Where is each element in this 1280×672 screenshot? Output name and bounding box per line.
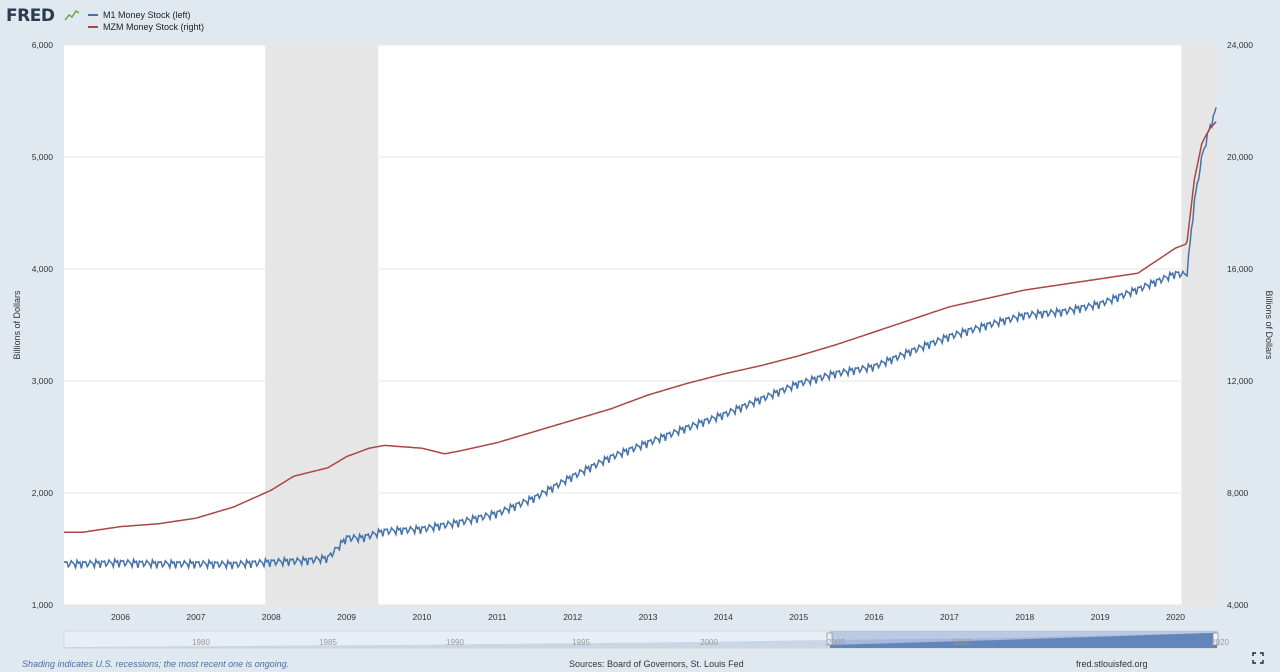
x-tick-label: 2011	[488, 612, 507, 622]
y-tick-label-right: 16,000	[1227, 264, 1253, 274]
legend-swatch-m1	[88, 14, 98, 16]
x-tick-label: 2007	[186, 612, 205, 622]
navigator-handle-left[interactable]	[826, 632, 833, 646]
navigator-label: 1995	[572, 638, 590, 647]
navigator-handle-right[interactable]	[1212, 632, 1219, 646]
y-axis-left-ticks-group: 1,000 2,000 3,000 4,000 5,000 6,000	[32, 40, 54, 610]
legend-item-m1[interactable]: M1 Money Stock (left)	[88, 9, 204, 21]
y-tick-label-left: 6,000	[32, 40, 54, 50]
site-link[interactable]: fred.stlouisfed.org	[1076, 659, 1148, 669]
legend-swatch-mzm	[88, 26, 98, 28]
sources-text: Sources: Board of Governors, St. Louis F…	[569, 659, 744, 669]
y-tick-label-right: 4,000	[1227, 600, 1249, 610]
navigator-label: 2020	[1211, 638, 1229, 647]
y-tick-label-right: 8,000	[1227, 488, 1249, 498]
navigator-window-series	[830, 633, 1217, 648]
y-tick-label-left: 3,000	[32, 376, 54, 386]
navigator-label: 1990	[446, 638, 464, 647]
y-tick-label-left: 1,000	[32, 600, 54, 610]
x-tick-label: 2010	[412, 612, 431, 622]
legend-item-mzm[interactable]: MZM Money Stock (right)	[88, 21, 204, 33]
x-axis-ticks-group: 2006 2007 2008 2009 2010 2011 2012 2013 2014 2015…	[111, 612, 1185, 622]
y-tick-label-left: 2,000	[32, 488, 54, 498]
gridlines-group	[64, 44, 1217, 606]
navigator-label: 2000	[700, 638, 718, 647]
x-tick-label: 2018	[1015, 612, 1034, 622]
recession-shading-group	[265, 45, 1217, 605]
fred-logo[interactable]: FRED	[6, 6, 55, 26]
y-tick-label-left: 4,000	[32, 264, 54, 274]
fullscreen-icon[interactable]	[1252, 652, 1264, 664]
x-tick-label: 2015	[789, 612, 808, 622]
x-tick-label: 2006	[111, 612, 130, 622]
recession-band	[1181, 45, 1217, 605]
plot-area	[64, 45, 1217, 605]
x-tick-label: 2013	[639, 612, 658, 622]
logo-text: FRED	[6, 6, 55, 26]
navigator-label: 1985	[319, 638, 337, 647]
legend-label-m1: M1 Money Stock (left)	[103, 10, 191, 20]
m1-series-line[interactable]	[63, 107, 1217, 571]
x-tick-label: 2020	[1166, 612, 1185, 622]
series-lines-group	[63, 107, 1217, 571]
x-tick-label: 2008	[262, 612, 281, 622]
recession-note: Shading indicates U.S. recessions; the m…	[22, 659, 290, 669]
y-tick-label-left: 5,000	[32, 152, 54, 162]
y-axis-right-label: Billions of Dollars	[1264, 290, 1274, 360]
y-axis-left-label: Billions of Dollars	[12, 290, 22, 360]
navigator-labels-group: 1980 1985 1990 1995 2000 2005 2010 2020	[192, 638, 1229, 647]
mzm-series-line[interactable]	[64, 121, 1217, 533]
legend: M1 Money Stock (left) MZM Money Stock (r…	[88, 9, 204, 33]
x-tick-label: 2016	[865, 612, 884, 622]
x-tick-label: 2009	[337, 612, 356, 622]
navigator-label: 2005	[827, 638, 845, 647]
x-tick-label: 2014	[714, 612, 733, 622]
x-tick-label: 2012	[563, 612, 582, 622]
navigator-label: 1980	[192, 638, 210, 647]
navigator-label: 2010	[953, 638, 971, 647]
y-tick-label-right: 20,000	[1227, 152, 1253, 162]
fred-chart-icon	[64, 9, 80, 21]
legend-label-mzm: MZM Money Stock (right)	[103, 22, 205, 32]
y-tick-label-right: 12,000	[1227, 376, 1253, 386]
x-tick-label: 2017	[940, 612, 959, 622]
y-axis-right-ticks-group: 4,000 8,000 12,000 16,000 20,000 24,000	[1227, 40, 1253, 610]
y-tick-label-right: 24,000	[1227, 40, 1253, 50]
x-tick-label: 2019	[1091, 612, 1110, 622]
recession-band	[265, 45, 379, 605]
